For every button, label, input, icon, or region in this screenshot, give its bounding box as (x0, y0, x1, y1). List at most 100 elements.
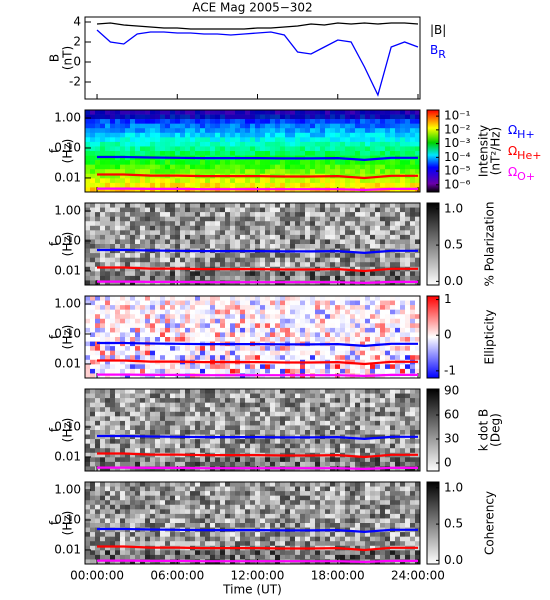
spectrogram-cell (320, 305, 326, 310)
spectrogram-cell (285, 123, 291, 129)
spectrogram-cell (185, 350, 191, 356)
spectrogram-cell (340, 216, 346, 222)
spectrogram-cell (90, 425, 96, 431)
spectrogram-cell (355, 160, 361, 165)
spectrogram-cell (230, 151, 236, 156)
spectrogram-cell (350, 203, 356, 208)
spectrogram-cell (110, 314, 116, 320)
spectrogram-cell (90, 119, 96, 124)
spectrogram-cell (330, 300, 336, 306)
spectrogram-cell (325, 225, 331, 231)
spectrogram-cell (115, 425, 121, 431)
spectrogram-cell (320, 182, 326, 188)
spectrogram-cell (310, 411, 316, 417)
spectrogram-cell (105, 327, 111, 333)
spectrogram-cell (285, 323, 291, 329)
spectrogram-cell (135, 337, 141, 342)
spectrogram-cell (390, 119, 396, 124)
spectrogram-cell (280, 430, 286, 435)
spectrogram-cell (315, 420, 321, 426)
spectrogram-cell (320, 448, 326, 454)
spectrogram-cell (310, 119, 316, 124)
spectrogram-cell (190, 114, 196, 120)
spectrogram-cell (245, 114, 251, 120)
spectrogram-cell (115, 244, 121, 249)
spectrogram-cell (405, 439, 411, 444)
spectrogram-cell (110, 350, 116, 356)
spectrogram-cell (405, 346, 411, 351)
spectrogram-cell (210, 296, 216, 301)
spectrogram-cell (150, 151, 156, 156)
spectrogram-cell (120, 346, 126, 351)
spectrogram-cell (235, 225, 241, 231)
spectrogram-cell (270, 262, 276, 268)
spectrogram-cell (235, 178, 241, 184)
spectrogram-cell (300, 332, 306, 338)
spectrogram-cell (160, 443, 166, 449)
spectrogram-cell (195, 402, 201, 408)
legend-subscript: R (438, 48, 446, 61)
spectrogram-cell (245, 275, 251, 281)
spectrogram-cell (400, 430, 406, 435)
spectrogram-cell (115, 169, 121, 175)
spectrogram-cell (215, 482, 221, 487)
spectrogram-cell (105, 123, 111, 129)
spectrogram-cell (165, 337, 171, 342)
spectrogram-cell (120, 402, 126, 408)
spectrogram-cell (165, 271, 171, 277)
spectrogram-cell (375, 393, 381, 399)
spectrogram-cell (110, 425, 116, 431)
spectrogram-cell (270, 257, 276, 263)
spectrogram-cell (410, 296, 416, 301)
spectrogram-cell (285, 128, 291, 134)
spectrogram-cell (400, 402, 406, 408)
spectrogram-cell (380, 305, 386, 310)
spectrogram-cell (280, 389, 286, 394)
spectrogram-cell (380, 164, 386, 170)
spectrogram-cell (365, 146, 371, 152)
spectrogram-cell (175, 225, 181, 231)
spectrogram-cell (265, 207, 271, 213)
spectrogram-cell (305, 203, 311, 208)
spectrogram-cell (125, 239, 131, 245)
spectrogram-cell (385, 271, 391, 277)
spectrogram-cell (415, 262, 421, 268)
spectrogram-cell (205, 402, 211, 408)
spectrogram-cell (395, 430, 401, 435)
spectrogram-cell (245, 137, 251, 143)
spectrogram-cell (370, 300, 376, 306)
spectrogram-cell (180, 212, 186, 217)
spectrogram-cell (190, 141, 196, 147)
spectrogram-cell (95, 364, 101, 370)
spectrogram-cell (340, 119, 346, 124)
spectrogram-cell (155, 164, 161, 170)
spectrogram-cell (330, 314, 336, 320)
spectrogram-cell (400, 448, 406, 454)
spectrogram-cell (205, 271, 211, 277)
spectrogram-cell (140, 425, 146, 431)
spectrogram-cell (325, 262, 331, 268)
spectrogram-cell (190, 482, 196, 487)
spectrogram-cell (365, 137, 371, 143)
spectrogram-cell (310, 393, 316, 399)
spectrogram-cell (200, 151, 206, 156)
spectrogram-cell (335, 364, 341, 370)
spectrogram-cell (105, 466, 111, 472)
spectrogram-cell (120, 257, 126, 263)
spectrogram-cell (215, 309, 221, 315)
spectrogram-cell (140, 443, 146, 449)
spectrogram-cell (375, 123, 381, 129)
spectrogram-cell (320, 346, 326, 351)
spectrogram-cell (270, 225, 276, 231)
spectrogram-cell (260, 119, 266, 124)
spectrogram-cell (185, 398, 191, 403)
spectrogram-cell (155, 398, 161, 403)
spectrogram-cell (350, 389, 356, 394)
spectrogram-cell (110, 141, 116, 147)
spectrogram-cell (410, 257, 416, 263)
spectrogram-cell (285, 234, 291, 240)
spectrogram-cell (410, 128, 416, 134)
spectrogram-cell (305, 257, 311, 263)
spectrogram-cell (100, 225, 106, 231)
spectrogram-cell (325, 398, 331, 403)
